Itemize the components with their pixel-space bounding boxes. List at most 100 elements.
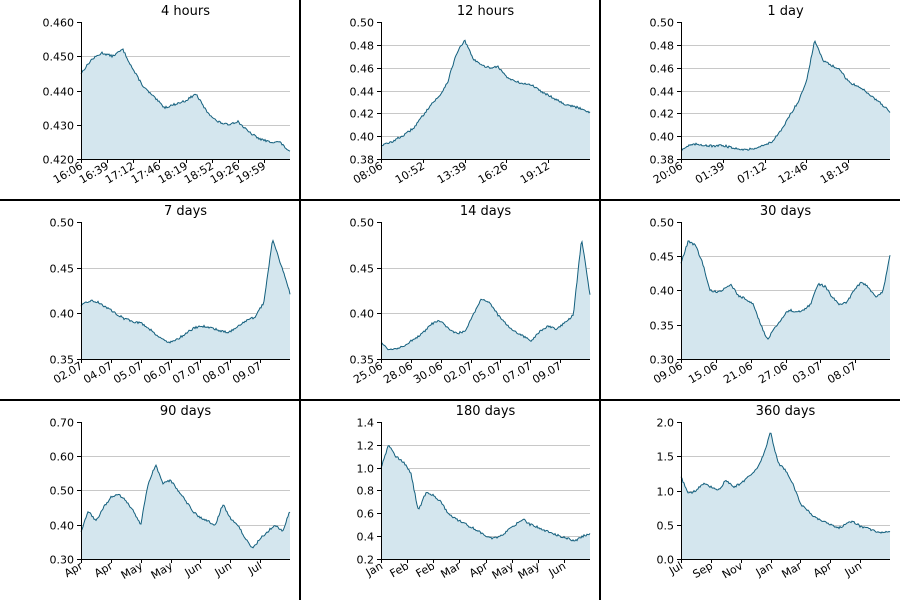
y-tick-label: 0.46	[350, 63, 375, 76]
series-area	[681, 240, 890, 359]
y-tick-label: 0.35	[650, 320, 675, 333]
separator-vertical	[299, 0, 301, 600]
panel-12h: 12 hours 0.38 0.40 0.42 0.44 0.46 0.48 0.50 08:0…	[300, 0, 600, 200]
y-tick-label: 0.450	[43, 51, 75, 64]
x-tick-label: 17:46	[129, 159, 163, 186]
y-tick-label: 0.0	[657, 554, 675, 567]
chart-svg: 7 days0.350.400.450.5002.0704.0705.0706.…	[50, 204, 291, 386]
y-tick-label: 0.40	[50, 520, 75, 533]
y-tick-label: 0.46	[650, 63, 675, 76]
series-line	[80, 239, 291, 344]
y-tick-label: 0.40	[650, 285, 675, 298]
x-tick-label: 27.06	[756, 359, 790, 386]
x-tick-label: 15.06	[686, 359, 720, 386]
y-tick-label: 0.6	[357, 508, 375, 521]
x-tick-label: 05.07	[470, 359, 504, 386]
x-tick-label: 05.07	[111, 359, 145, 386]
chart-title: 7 days	[164, 204, 207, 219]
panel-7d: 7 days 0.35 0.40 0.45 0.50 02.07 04.07 05.07 06.…	[0, 200, 300, 400]
y-tick-label: 0.35	[50, 354, 75, 367]
y-tick-label: 0.420	[43, 154, 75, 167]
x-tick-label: Jul	[245, 559, 264, 577]
series-area	[381, 40, 590, 159]
y-tick-label: 0.8	[357, 485, 375, 498]
y-tick-label: 0.40	[50, 308, 75, 321]
x-tick-label: Jul	[666, 559, 685, 577]
panel-30d: 30 days 0.30 0.35 0.40 0.45 0.50 09.06 15.06 21.…	[600, 200, 900, 400]
y-tick-label: 0.48	[650, 40, 675, 53]
x-tick-label: 02.07	[441, 359, 475, 386]
y-tick-label: 0.38	[350, 154, 375, 167]
chart-title: 180 days	[456, 404, 516, 419]
y-tick-label: 0.430	[43, 120, 75, 133]
x-tick-label: 01:39	[693, 159, 727, 186]
x-tick-label: 21.06	[721, 359, 755, 386]
y-tick-label: 0.4	[357, 531, 375, 544]
series-line	[681, 39, 891, 151]
panel-90d: 90 days 0.30 0.40 0.50 0.60 0.70 Apr Apr May May J…	[0, 400, 300, 600]
x-tick-label: 07:12	[735, 159, 769, 186]
y-tick-label: 0.45	[50, 263, 75, 276]
y-tick-label: 0.45	[650, 251, 675, 264]
y-tick-label: 0.44	[350, 86, 375, 99]
chart-title: 4 hours	[161, 4, 210, 19]
chart-title: 1 day	[767, 4, 804, 19]
y-tick-label: 0.50	[350, 217, 375, 230]
separator-vertical	[599, 0, 601, 600]
y-tick-label: 0.38	[650, 154, 675, 167]
y-tick-label: 0.50	[350, 17, 375, 30]
panel-1d: 1 day 0.38 0.40 0.42 0.44 0.46 0.48 0.50 20:06 01…	[600, 0, 900, 200]
y-tick-label: 1.2	[357, 440, 375, 453]
separator-horizontal	[0, 199, 900, 201]
panel-180d: 180 days 0.2 0.4 0.6 0.8 1.0 1.2 1.4 Jan Feb Feb Ma…	[300, 400, 600, 600]
series-line	[380, 444, 591, 542]
y-tick-label: 0.60	[50, 451, 75, 464]
y-tick-label: 0.42	[350, 108, 375, 121]
series-area	[681, 41, 890, 160]
chart-svg: 4 hours0.4200.4300.4400.4500.46016:0616:…	[43, 4, 291, 186]
series-area	[681, 433, 890, 559]
x-tick-label: 07.07	[170, 359, 204, 386]
y-tick-label: 1.5	[657, 451, 675, 464]
x-tick-label: 30.06	[411, 359, 445, 386]
y-tick-label: 0.50	[650, 217, 675, 230]
series-line	[380, 39, 591, 147]
x-tick-label: 13:39	[435, 159, 469, 186]
y-tick-label: 0.440	[43, 86, 75, 99]
chart-title: 360 days	[756, 404, 816, 419]
series-area	[81, 49, 290, 159]
x-tick-label: 03.07	[790, 359, 824, 386]
panel-14d: 14 days 0.35 0.40 0.45 0.50 25.06 28.06 30.06 02…	[300, 200, 600, 400]
y-tick-label: 0.50	[50, 485, 75, 498]
series-area	[381, 445, 590, 559]
y-tick-label: 0.35	[350, 354, 375, 367]
x-tick-label: 18:19	[818, 159, 852, 186]
y-tick-label: 0.50	[50, 217, 75, 230]
y-tick-label: 0.5	[657, 520, 675, 533]
series-line	[680, 240, 891, 340]
series-line	[80, 48, 291, 152]
series-area	[81, 240, 290, 359]
y-tick-label: 0.45	[350, 263, 375, 276]
chart-svg: 14 days0.350.400.450.5025.0628.0630.0602…	[350, 204, 591, 386]
y-tick-label: 0.42	[650, 108, 675, 121]
y-tick-label: 1.0	[357, 463, 375, 476]
x-tick-label: 12:46	[776, 159, 810, 186]
x-tick-label: 16:26	[476, 159, 510, 186]
series-area	[381, 241, 590, 359]
x-tick-label: 28.06	[381, 359, 415, 386]
series-line	[80, 464, 291, 549]
y-tick-label: 1.0	[657, 486, 675, 499]
chart-svg: 12 hours0.380.400.420.440.460.480.5008:0…	[350, 4, 591, 186]
y-tick-label: 0.30	[650, 354, 675, 367]
separator-horizontal	[0, 399, 900, 401]
y-tick-label: 0.44	[650, 86, 675, 99]
y-tick-label: 1.4	[357, 417, 375, 430]
panel-360d: 360 days 0.0 0.5 1.0 1.5 2.0 Jul Sep Nov Jan Mar Ap…	[600, 400, 900, 600]
